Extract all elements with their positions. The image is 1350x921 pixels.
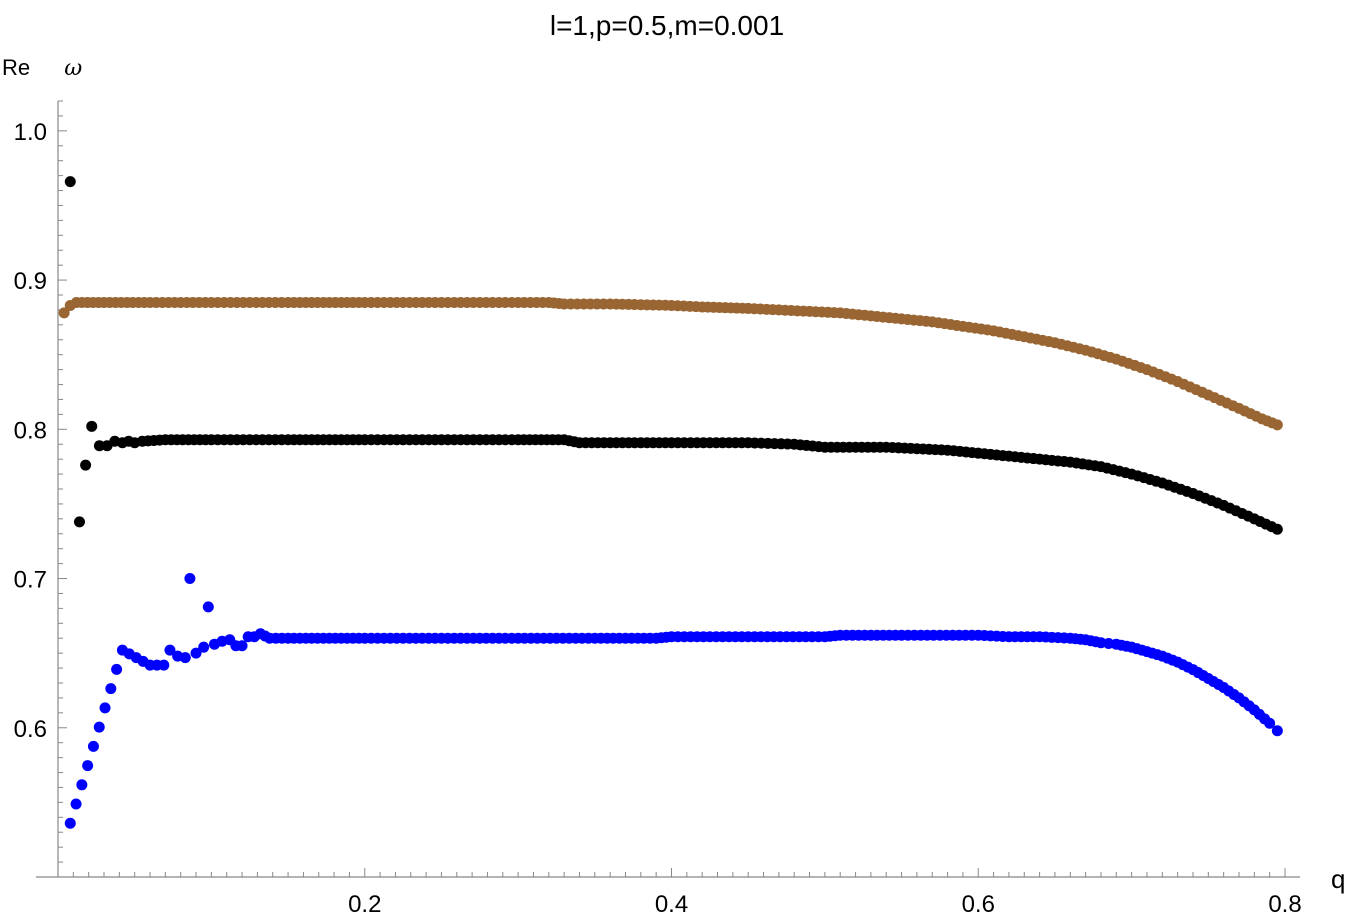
chart-title: l=1,p=0.5,m=0.001 (550, 10, 784, 41)
data-point (1271, 725, 1283, 737)
y-tick-label: 1.0 (14, 119, 47, 146)
data-point (190, 647, 202, 659)
data-point (1271, 523, 1283, 535)
y-tick-label: 0.8 (14, 417, 47, 444)
data-point (184, 573, 196, 585)
series-1 (58, 296, 1283, 431)
data-point (1271, 419, 1283, 431)
data-point (164, 644, 176, 656)
y-axis-label-prefix: Re (2, 55, 30, 80)
y-tick-label: 0.9 (14, 268, 47, 295)
data-point (99, 702, 111, 714)
data-point (111, 663, 123, 675)
data-point (80, 459, 92, 471)
data-point (64, 817, 76, 829)
data-point (58, 307, 70, 319)
series-2 (64, 176, 1283, 535)
y-tick-label: 0.6 (14, 716, 47, 743)
data-point (93, 721, 105, 733)
x-tick-label: 0.6 (962, 891, 995, 918)
data-point (76, 779, 88, 791)
data-point (1264, 717, 1276, 729)
data-points (58, 176, 1283, 829)
data-point (64, 176, 76, 188)
data-point (86, 420, 98, 432)
data-point (70, 798, 82, 810)
x-tick-label: 0.8 (1268, 891, 1301, 918)
y-tick-label: 0.7 (14, 567, 47, 594)
y-axis-label: Re ω (2, 55, 82, 81)
data-point (198, 641, 210, 653)
data-point (202, 601, 214, 613)
x-tick-label: 0.2 (348, 891, 381, 918)
series-3 (64, 573, 1283, 829)
data-point (82, 760, 94, 772)
axes: 0.2 0.4 0.6 0.8 0.6 0.7 0.8 0.9 1.0 (14, 100, 1302, 918)
y-axis-label-symbol: ω (64, 56, 82, 81)
x-axis-label: q (1331, 864, 1345, 894)
data-point (93, 440, 105, 452)
data-point (105, 683, 117, 695)
data-point (179, 652, 191, 664)
data-point (158, 659, 170, 671)
data-point (236, 640, 248, 652)
x-tick-label: 0.4 (655, 891, 688, 918)
data-point (87, 740, 99, 752)
data-point (73, 516, 85, 528)
